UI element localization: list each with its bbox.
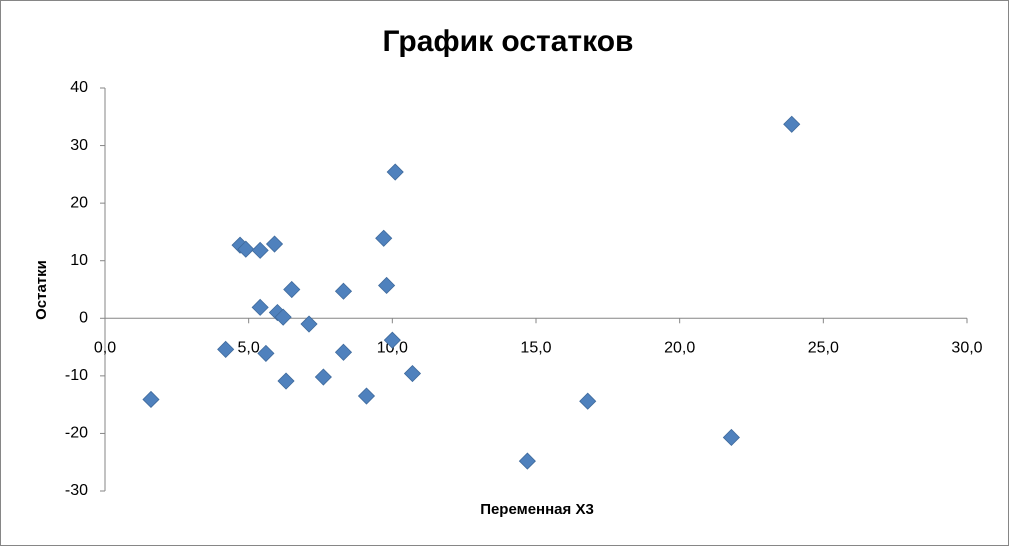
y-tick-label: 20	[70, 194, 88, 211]
x-tick-label: 25,0	[808, 340, 839, 357]
point	[277, 372, 295, 390]
y-tick-label: -30	[65, 482, 88, 499]
point	[722, 428, 740, 447]
point	[265, 235, 284, 253]
point	[237, 240, 255, 258]
y-tick-label: 30	[70, 137, 88, 154]
y-tick-label: 0	[79, 310, 88, 327]
point	[217, 340, 235, 358]
x-tick-label: 5,0	[238, 340, 260, 357]
x-tick-label: 20,0	[664, 340, 695, 357]
point	[300, 315, 318, 333]
point	[274, 308, 292, 326]
y-tick-label: -20	[65, 425, 88, 442]
point	[334, 282, 353, 300]
point	[314, 368, 332, 386]
point	[403, 364, 422, 383]
point	[257, 344, 275, 362]
x-tick-label: 15,0	[520, 340, 551, 357]
point	[378, 276, 396, 295]
point	[251, 298, 269, 316]
chart-title: График остатков	[383, 25, 634, 58]
x-tick-label: 0,0	[94, 340, 116, 357]
point	[142, 390, 160, 409]
point	[383, 331, 401, 349]
point	[251, 241, 269, 259]
point	[375, 229, 393, 247]
point	[386, 163, 404, 181]
y-axis-title: Остатки	[33, 260, 50, 320]
x-axis-title: Переменная X3	[480, 501, 594, 518]
point	[579, 392, 597, 410]
x-tick-label: 30,0	[951, 340, 982, 357]
y-tick-label: 10	[70, 252, 88, 269]
point	[783, 115, 801, 133]
point	[518, 452, 536, 470]
y-tick-label: -10	[65, 367, 88, 384]
point	[357, 387, 376, 405]
point	[334, 343, 353, 361]
y-tick-label: 40	[70, 79, 88, 96]
point	[283, 280, 301, 299]
